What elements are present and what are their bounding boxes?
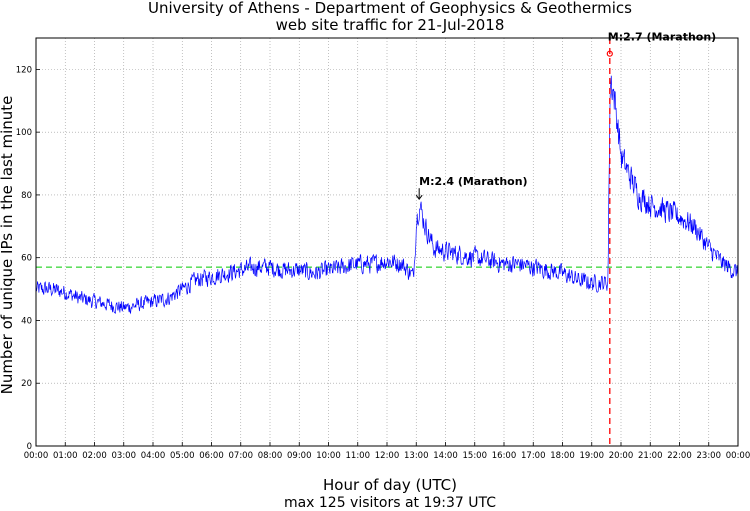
x-tick-label: 15:00 [463,451,488,461]
x-tick-label: 16:00 [492,451,517,461]
annotation-label: M:2.7 (Marathon) [608,31,716,44]
annotation-marker [606,50,613,57]
x-tick-label: 05:00 [170,451,195,461]
annotation-label: M:2.4 (Marathon) [419,175,527,188]
y-tick-label: 80 [21,191,32,201]
x-tick-label: 21:00 [638,451,663,461]
y-tick-label: 0 [27,442,32,452]
x-tick-label: 02:00 [82,451,107,461]
x-tick-label: 12:00 [375,451,400,461]
x-tick-label: 14:00 [433,451,458,461]
x-tick-label: 08:00 [258,451,283,461]
y-tick-label: 20 [21,379,32,389]
annotations: M:2.4 (Marathon) M:2.7 (Marathon) [415,31,716,201]
x-tick-label: 00:00 [726,451,750,461]
x-tick-label: 09:00 [287,451,312,461]
x-tick-label: 10:00 [316,451,341,461]
grid [35,38,739,447]
y-tick-label: 40 [21,316,32,326]
chart-subtitle: web site traffic for 21-Jul-2018 [276,16,505,34]
series-layer [35,75,739,315]
x-tick-label: 23:00 [697,451,722,461]
x-tick-label: 03:00 [112,451,137,461]
x-tick-label: 13:00 [404,451,429,461]
ticks: 00:00 01:00 02:00 03:00 04:00 05:00 06:00 07:00… [16,65,750,461]
x-tick-label: 11:00 [346,451,371,461]
y-tick-label: 60 [21,254,32,264]
chart-title: University of Athens - Department of Geo… [148,0,632,17]
y-tick-label: 120 [16,65,32,75]
x-axis-label: Hour of day (UTC) [323,476,457,494]
x-tick-label: 18:00 [550,451,575,461]
y-axis-label: Number of unique IPs in the last minute [0,96,16,395]
x-tick-label: 00:00 [24,451,49,461]
y-tick-label: 100 [16,128,32,138]
x-tick-label: 06:00 [199,451,224,461]
x-tick-label: 17:00 [521,451,546,461]
x-tick-label: 04:00 [141,451,166,461]
series-line [35,75,739,315]
footer-text: max 125 visitors at 19:37 UTC [284,495,496,511]
x-tick-label: 07:00 [229,451,254,461]
x-tick-label: 22:00 [667,451,692,461]
annotation-arrowhead [415,194,423,201]
x-tick-label: 20:00 [609,451,634,461]
x-tick-label: 19:00 [580,451,605,461]
x-tick-label: 01:00 [53,451,78,461]
